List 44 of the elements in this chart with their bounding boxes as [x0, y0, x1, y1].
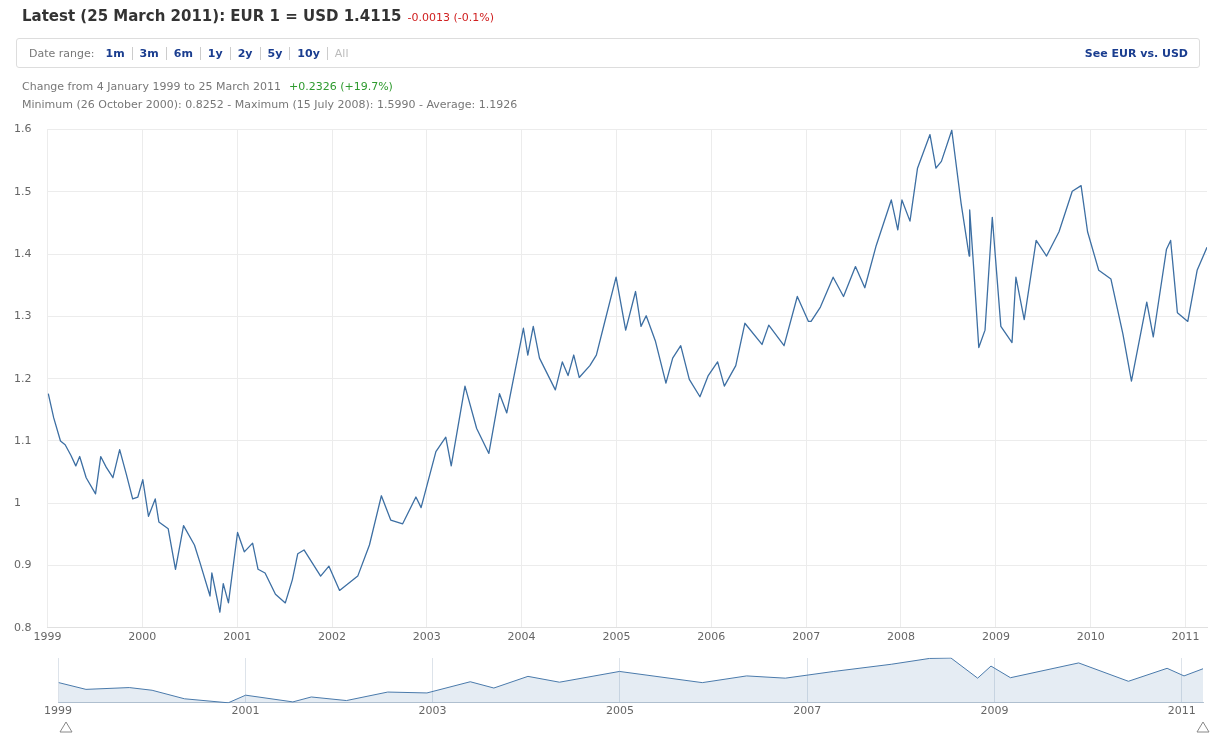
text: 2y — [229, 46, 260, 60]
text: See EUR vs. USD — [1083, 46, 1189, 60]
x-tick-label: 2005 — [605, 704, 634, 718]
x-tick-label: 2003 — [418, 704, 447, 718]
y-tick-label: 1.2 — [14, 371, 32, 385]
x-tick-label: 2008 — [886, 630, 915, 644]
x-tick-label: 2000 — [128, 630, 157, 644]
x-tick-label: 2009 — [981, 630, 1010, 644]
text: 1m — [104, 46, 126, 60]
y-tick-label: 1.1 — [14, 433, 32, 447]
x-tick-label: 1999 — [33, 630, 62, 644]
x-tick-label: 2009 — [980, 704, 1009, 718]
text: Date range: — [29, 46, 95, 60]
y-tick-label: 1.4 — [14, 247, 32, 261]
y-tick-label: 1.3 — [14, 309, 32, 323]
text: Minimum (26 October 2000): 0.8252 - Maximum (15 July 2008): 1.5990 - Average: 1.1926 — [22, 98, 518, 111]
y-tick-label: 0.8 — [14, 620, 32, 634]
x-tick-label: 2007 — [792, 630, 821, 644]
x-tick-label: 2006 — [697, 630, 726, 644]
text: 5y — [259, 46, 290, 60]
y-tick-label: 1.5 — [14, 184, 32, 198]
text: 1y — [199, 46, 230, 60]
x-tick-label: 2001 — [223, 630, 252, 644]
chart-title: Latest (25 March 2011): EUR 1 = USD 1.4115 — [22, 7, 402, 25]
text: 6m — [165, 46, 200, 60]
text: -0.0013 (-0.1%) — [407, 11, 495, 24]
x-tick-label: 1999 — [44, 704, 72, 718]
x-tick-label: 2001 — [231, 704, 260, 718]
y-tick-label: 1.6 — [14, 122, 32, 136]
y-tick-label: 0.9 — [14, 558, 32, 572]
y-tick-label: 1 — [14, 496, 21, 510]
x-tick-label: 2007 — [793, 704, 822, 718]
text: Change from 4 January 1999 to 25 March 2011 — [22, 80, 281, 93]
x-tick-label: 2011 — [1167, 704, 1196, 718]
text: 3m — [131, 46, 166, 60]
text: +0.2326 (+19.7%) — [288, 80, 393, 93]
x-tick-label: 2010 — [1076, 630, 1105, 644]
x-tick-label: 2005 — [602, 630, 631, 644]
text: All — [326, 46, 356, 60]
text: 10y — [289, 46, 327, 60]
x-tick-label: 2011 — [1171, 630, 1200, 644]
x-tick-label: 2002 — [318, 630, 347, 644]
x-tick-label: 2003 — [412, 630, 441, 644]
x-tick-label: 2004 — [507, 630, 536, 644]
